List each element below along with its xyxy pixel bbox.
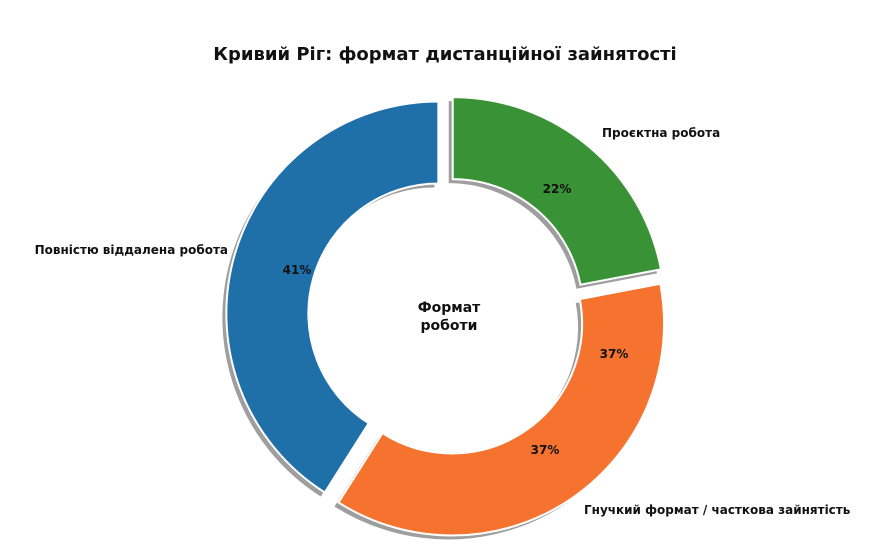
percent-label: 22%: [543, 182, 572, 196]
center-label: Формат: [418, 300, 481, 316]
donut-segment-2: [334, 282, 666, 540]
donut-segment-1: [222, 100, 440, 497]
chart-title: Кривий Ріг: формат дистанційної зайнятос…: [213, 44, 677, 65]
segment-wedge: [337, 282, 666, 537]
segment-wedge: [451, 96, 663, 286]
category-label: Гнучкий формат / часткова зайнятість: [584, 503, 851, 517]
percent-label: 37%: [531, 443, 560, 457]
donut-segment-3: [448, 96, 663, 289]
center-label: роботи: [421, 318, 478, 334]
percent-label: 41%: [283, 263, 312, 277]
category-label: Проєктна робота: [602, 126, 720, 140]
percent-label: 37%: [600, 347, 629, 361]
category-label: Повністю віддалена робота: [35, 243, 228, 257]
segment-wedge: [225, 100, 440, 494]
